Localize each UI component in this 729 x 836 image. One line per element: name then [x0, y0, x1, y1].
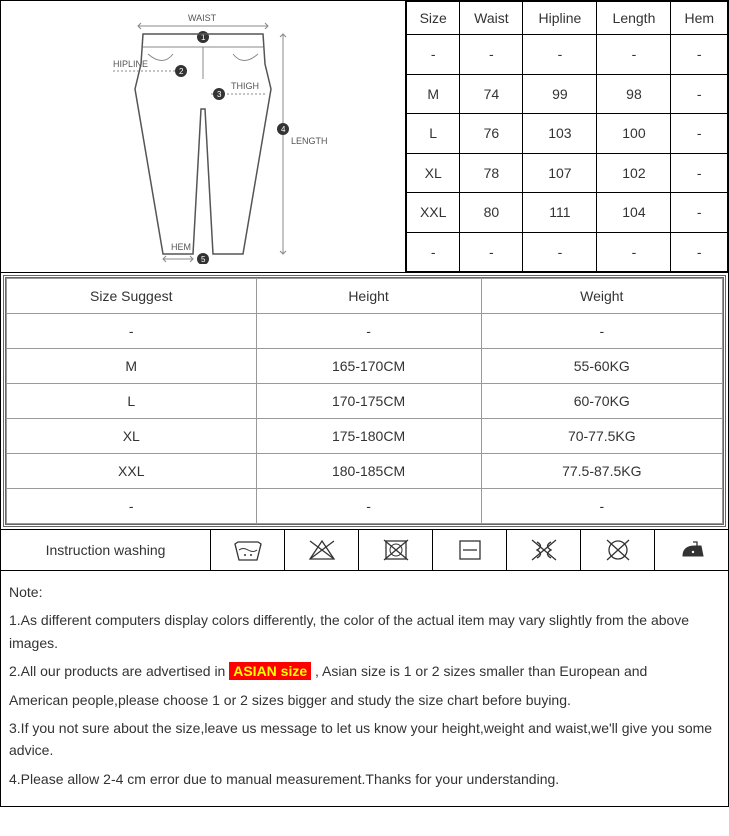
notes-heading: Note: [9, 581, 720, 603]
suggest-table-header: Height [256, 279, 481, 314]
table-row: L76103100- [407, 114, 728, 154]
size-table-header: Hem [671, 2, 728, 35]
label-waist: WAIST [188, 13, 217, 23]
table-row: XXL80111104- [407, 193, 728, 233]
svg-text:2: 2 [179, 67, 184, 76]
size-chart-container: WAIST 1 HIPLINE 2 THIGH 3 [0, 0, 729, 807]
wash-cold-icon [211, 530, 285, 570]
washing-icons [211, 530, 728, 570]
note-1: 1.As different computers display colors … [9, 609, 720, 654]
table-row: L170-175CM60-70KG [7, 384, 723, 419]
label-length: LENGTH [291, 136, 328, 146]
notes-section: Note: 1.As different computers display c… [1, 570, 728, 806]
no-tumble-dry-icon [359, 530, 433, 570]
no-dryclean-icon [581, 530, 655, 570]
asian-size-highlight: ASIAN size [229, 662, 311, 680]
table-row: XL78107102- [407, 153, 728, 193]
table-row: M165-170CM55-60KG [7, 349, 723, 384]
note-2a: 2.All our products are advertised in ASI… [9, 660, 720, 682]
svg-text:5: 5 [201, 255, 206, 264]
no-wring-icon [507, 530, 581, 570]
table-row: --- [7, 314, 723, 349]
iron-low-icon [655, 530, 728, 570]
svg-text:4: 4 [281, 125, 286, 134]
label-hem: HEM [171, 242, 191, 252]
table-row: ----- [407, 232, 728, 272]
top-section: WAIST 1 HIPLINE 2 THIGH 3 [1, 1, 728, 273]
pants-diagram: WAIST 1 HIPLINE 2 THIGH 3 [13, 9, 393, 264]
label-thigh: THIGH [231, 81, 259, 91]
note-3: 3.If you not sure about the size,leave u… [9, 717, 720, 762]
table-row: M749998- [407, 74, 728, 114]
size-table-header: Size [407, 2, 460, 35]
size-table: SizeWaistHiplineLengthHem -----M749998-L… [406, 1, 728, 272]
size-table-header: Waist [460, 2, 523, 35]
size-table-header: Length [597, 2, 671, 35]
pants-diagram-cell: WAIST 1 HIPLINE 2 THIGH 3 [1, 1, 406, 272]
note-2b: American people,please choose 1 or 2 siz… [9, 689, 720, 711]
note-4: 4.Please allow 2-4 cm error due to manua… [9, 768, 720, 790]
table-row: ----- [407, 35, 728, 75]
washing-row: Instruction washing [1, 529, 728, 570]
dry-flat-icon [433, 530, 507, 570]
svg-text:3: 3 [217, 90, 222, 99]
table-row: XL175-180CM70-77.5KG [7, 419, 723, 454]
table-row: XXL180-185CM77.5-87.5KG [7, 454, 723, 489]
suggest-table-wrap: Size SuggestHeightWeight ---M165-170CM55… [3, 275, 726, 527]
washing-label: Instruction washing [1, 530, 211, 570]
suggest-table-header: Weight [481, 279, 722, 314]
suggest-table-header: Size Suggest [7, 279, 257, 314]
no-bleach-icon [285, 530, 359, 570]
size-table-header: Hipline [523, 2, 597, 35]
table-row: --- [7, 489, 723, 524]
suggest-table: Size SuggestHeightWeight ---M165-170CM55… [6, 278, 723, 524]
label-hipline: HIPLINE [113, 59, 148, 69]
